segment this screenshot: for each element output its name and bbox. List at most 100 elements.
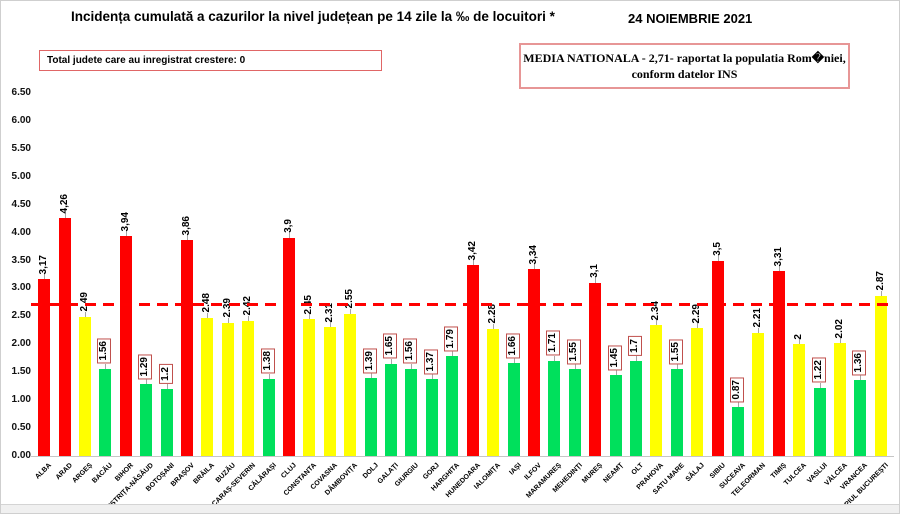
bar-value-label: 1.29 xyxy=(138,353,153,379)
bottom-strip xyxy=(1,504,899,513)
value-leader-line xyxy=(758,327,760,333)
bar-value-label: 2.28 xyxy=(487,304,499,324)
bar-value-label: 1.65 xyxy=(383,333,398,359)
bar-tulcea xyxy=(793,344,806,456)
bar-harghita xyxy=(446,356,459,456)
bar-bac-u xyxy=(99,368,112,456)
bar-maramure- xyxy=(548,360,561,456)
value-leader-line xyxy=(635,356,637,362)
value-leader-line xyxy=(105,363,107,369)
value-leader-line xyxy=(289,233,291,239)
value-leader-line xyxy=(799,339,801,345)
national-average-box: MEDIA NATIONALA - 2,71- raportat la popu… xyxy=(519,43,850,89)
value-leader-line xyxy=(166,383,168,389)
bar-sibiu xyxy=(711,260,724,456)
bar-ilfov xyxy=(527,269,540,456)
value-leader-line xyxy=(472,260,474,265)
bar-value-label: 2.87 xyxy=(874,271,886,291)
bar-boto-ani xyxy=(160,388,173,456)
bar-value-label: 2.29 xyxy=(691,303,703,324)
bar-value-label: 1.36 xyxy=(852,349,867,376)
bar-satu-mare xyxy=(670,369,683,456)
bar-d-mbovi-a xyxy=(344,313,357,456)
value-leader-line xyxy=(737,402,739,408)
value-leader-line xyxy=(778,266,780,272)
bar-arge- xyxy=(79,316,91,456)
value-leader-line xyxy=(676,364,678,370)
bar-value-label: 2.21 xyxy=(752,308,764,328)
value-leader-line xyxy=(615,370,617,376)
value-leader-line xyxy=(411,363,413,369)
bar-value-label: 1.66 xyxy=(505,332,520,359)
bar-mure- xyxy=(589,282,602,456)
value-leader-line xyxy=(329,321,331,327)
y-axis-tick-label: 1.50 xyxy=(11,366,31,378)
bar-value-label: 1.55 xyxy=(566,338,581,365)
bar-value-label: 1.56 xyxy=(403,338,418,364)
bar-bistri-a-n-s-ud xyxy=(140,383,153,456)
bar-value-label: 4,26 xyxy=(58,193,70,214)
value-leader-line xyxy=(493,323,495,329)
national-average-line xyxy=(31,303,894,307)
value-leader-line xyxy=(839,338,841,344)
bar-arad xyxy=(58,218,71,456)
value-leader-line xyxy=(125,230,127,236)
bar-value-label: 1.37 xyxy=(423,349,438,375)
bar-value-label: 1.71 xyxy=(546,330,561,356)
bar-value-label: 1.38 xyxy=(260,348,275,374)
bar-value-label: 1.56 xyxy=(97,338,112,364)
total-judete-label: Total judete care au inregistrat crester… xyxy=(47,55,246,66)
y-axis-tick-label: 4.00 xyxy=(11,226,31,238)
value-leader-line xyxy=(880,290,882,296)
bar-bra-ov xyxy=(181,240,194,456)
value-leader-line xyxy=(309,314,311,320)
value-leader-line xyxy=(513,358,515,364)
bar-covasna xyxy=(323,326,336,456)
y-axis-tick-label: 0.00 xyxy=(11,450,31,461)
bar-gorj xyxy=(425,379,438,456)
y-axis-tick-label: 5.50 xyxy=(11,142,31,154)
value-leader-line xyxy=(574,364,576,370)
value-leader-line xyxy=(370,373,372,379)
bar-value-label: 1.7 xyxy=(627,336,642,357)
value-leader-line xyxy=(860,375,862,381)
bar-neam- xyxy=(609,375,622,456)
bar-value-label: 3,17 xyxy=(38,254,50,274)
bar-vaslui xyxy=(813,387,826,456)
bar-mehedin-i xyxy=(568,369,581,456)
y-axis-tick-label: 1.00 xyxy=(11,394,31,406)
bar-value-label: 2.02 xyxy=(833,318,845,339)
bar-value-label: 3,34 xyxy=(527,245,539,265)
value-leader-line xyxy=(595,277,597,283)
value-leader-line xyxy=(533,264,535,270)
value-leader-line xyxy=(187,235,189,241)
y-axis-tick-label: 0.50 xyxy=(11,422,31,434)
value-leader-line xyxy=(391,358,393,364)
bar-municipiul-bucure-ti xyxy=(874,295,887,456)
y-axis-tick-label: 4.50 xyxy=(11,198,31,210)
y-axis-tick-label: 2.00 xyxy=(11,338,31,350)
bar-bihor xyxy=(119,235,132,456)
bar-value-label: 1.45 xyxy=(607,344,622,371)
bar-value-label: 3,31 xyxy=(772,246,784,267)
bar-br-ila xyxy=(201,317,214,456)
bar-c-l-ra-i xyxy=(262,378,275,456)
value-leader-line xyxy=(146,378,148,384)
bar-hunedoara xyxy=(466,265,479,456)
bar-value-label: 1.2 xyxy=(158,364,173,384)
value-leader-line xyxy=(207,312,209,318)
value-leader-line xyxy=(64,213,66,219)
bar-vrancea xyxy=(854,380,867,456)
national-average-line1: MEDIA NATIONALA - 2,71- raportat la popu… xyxy=(523,51,846,65)
value-leader-line xyxy=(268,373,270,379)
report-date: 24 NOIEMBRIE 2021 xyxy=(628,11,753,26)
y-axis-tick-label: 5.00 xyxy=(11,170,31,182)
bar-teleorman xyxy=(752,332,765,456)
bar-cara-severin xyxy=(242,320,255,456)
bar-value-label: 1.22 xyxy=(811,357,826,383)
value-leader-line xyxy=(44,273,46,279)
bar-buz-u xyxy=(221,322,234,456)
x-axis-line xyxy=(31,456,894,457)
bar-timi- xyxy=(772,271,785,456)
bar-ia-i xyxy=(507,363,520,456)
